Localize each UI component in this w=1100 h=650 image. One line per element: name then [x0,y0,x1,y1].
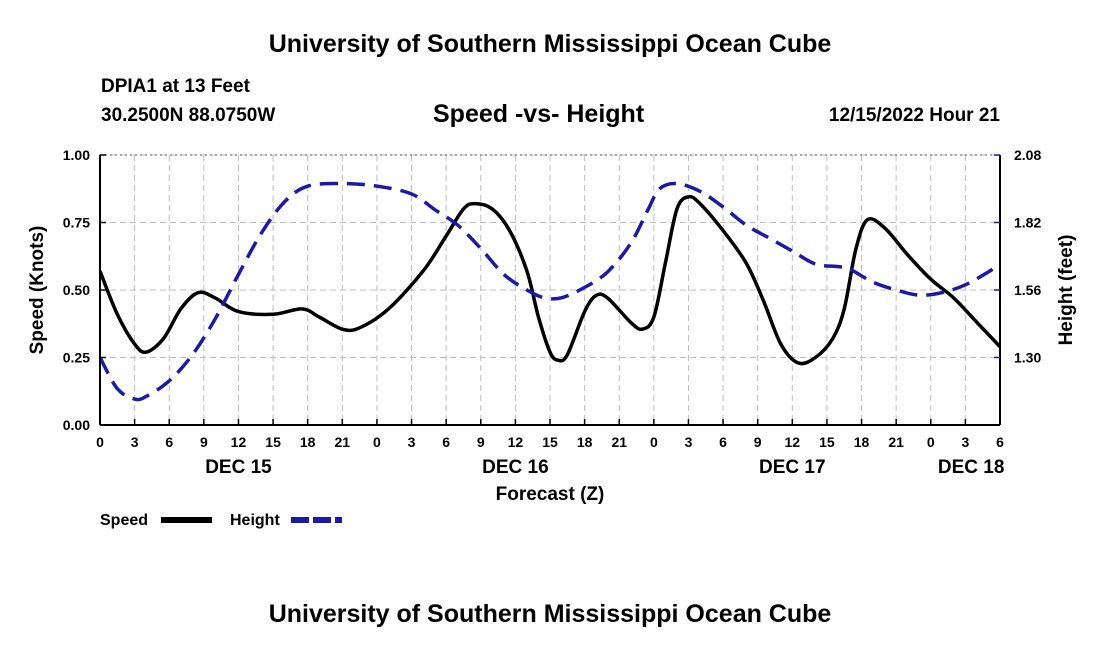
x-tick-label: 18 [854,434,870,450]
x-tick-label: 18 [577,434,593,450]
x-tick-label: 6 [719,434,727,450]
x-tick-label: 9 [754,434,762,450]
y-tick-label: 0.75 [63,215,90,231]
x-tick-label: 21 [335,434,351,450]
height-series-line [100,181,1000,402]
x-tick-label: 0 [927,434,935,450]
x-tick-label: 6 [442,434,450,450]
x-tick-label: 12 [508,434,524,450]
x-tick-label: 3 [685,434,693,450]
x-tick-label: 6 [165,434,173,450]
y-tick-label: 0.50 [63,282,90,298]
x-tick-label: 12 [785,434,801,450]
day-label: DEC 16 [482,457,549,478]
x-tick-label: 21 [888,434,904,450]
bottom-title: University of Southern Mississippi Ocean… [268,600,832,628]
day-label: DEC 18 [938,457,1005,478]
station-label: DPIA1 at 13 Feet [101,76,250,97]
x-tick-label: 15 [265,434,281,450]
x-tick-label: 18 [300,434,316,450]
x-tick-label: 0 [373,434,381,450]
station-coordinates: 30.2500N 88.0750W [101,105,276,126]
forecast-datetime: 12/15/2022 Hour 21 [828,105,1000,126]
speed-series-line [100,194,1000,366]
y-tick-label: 0.25 [63,350,90,366]
legend-speed-label: Speed [100,512,148,529]
x-tick-label: 15 [542,434,558,450]
x-tick-label: 6 [996,434,1004,450]
x-tick-label: 3 [131,434,139,450]
x-tick-label: 0 [650,434,658,450]
y2-tick-label: 1.56 [1014,282,1041,298]
y2-tick-label: 2.08 [1014,147,1041,163]
y-tick-label: 1.00 [63,147,90,163]
main-title: University of Southern Mississippi Ocean… [268,30,832,58]
y2-tick-label: 1.82 [1014,215,1041,231]
y-tick-label: 0.00 [63,417,90,433]
y-axis-title: Speed (Knots) [27,226,48,355]
x-tick-label: 0 [96,434,104,450]
day-label: DEC 15 [205,457,272,478]
x-tick-label: 3 [961,434,969,450]
legend-height-label: Height [230,512,280,529]
x-tick-label: 9 [477,434,485,450]
x-axis-title: Forecast (Z) [496,484,605,505]
y2-axis-title: Height (feet) [1056,235,1077,346]
x-tick-label: 3 [408,434,416,450]
x-tick-label: 15 [819,434,835,450]
chart-subtitle: Speed -vs- Height [433,100,645,128]
x-tick-label: 9 [200,434,208,450]
y2-tick-label: 1.30 [1014,350,1041,366]
x-tick-label: 21 [611,434,627,450]
x-tick-label: 12 [231,434,247,450]
day-label: DEC 17 [759,457,826,478]
